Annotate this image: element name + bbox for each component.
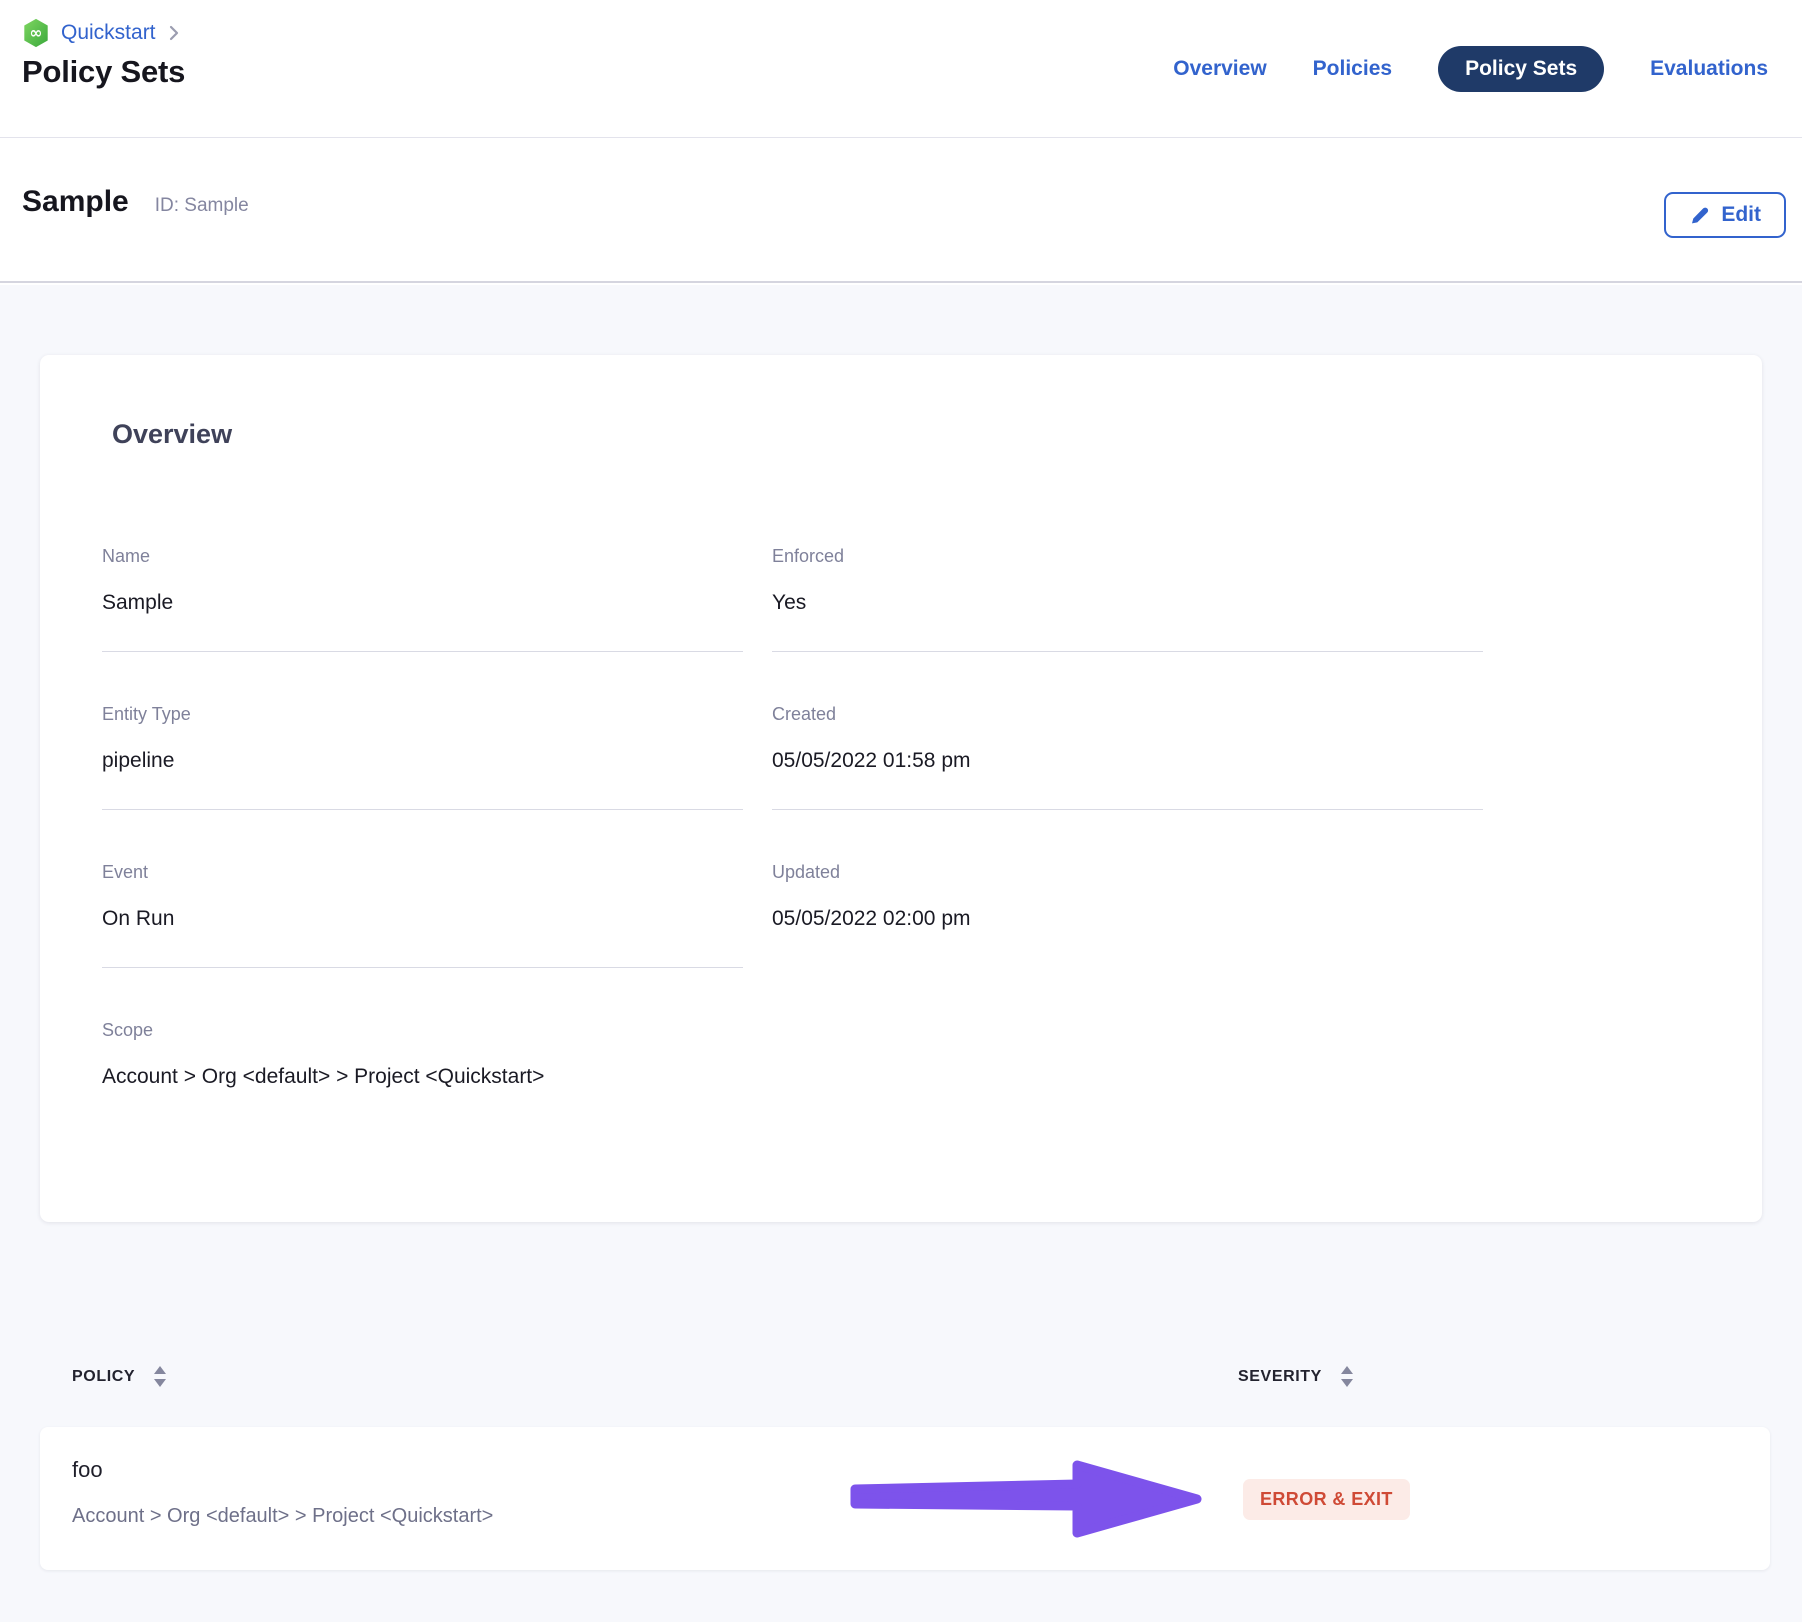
tab-overview[interactable]: Overview	[1173, 57, 1267, 80]
column-policy-label: POLICY	[72, 1367, 136, 1385]
column-header-severity[interactable]: SEVERITY	[1238, 1365, 1354, 1388]
edit-button-label: Edit	[1721, 203, 1761, 226]
field-event-label: Event	[102, 862, 149, 882]
overview-fields: Name Sample Enforced Yes Entity Type pip…	[102, 546, 1762, 1177]
policy-table-row[interactable]: foo Account > Org <default> > Project <Q…	[40, 1427, 1770, 1570]
field-scope: Scope Account > Org <default> > Project …	[102, 1020, 743, 1125]
field-event-value: On Run	[102, 907, 175, 930]
sort-icon	[153, 1365, 167, 1388]
policy-set-name: Sample	[22, 185, 129, 218]
field-created: Created 05/05/2022 01:58 pm	[772, 704, 1483, 810]
field-enforced: Enforced Yes	[772, 546, 1483, 652]
top-nav: Overview Policies Policy Sets Evaluation…	[1173, 0, 1768, 138]
policy-set-id: ID: Sample	[154, 195, 249, 216]
page-title: Policy Sets	[22, 54, 186, 89]
field-updated-value: 05/05/2022 02:00 pm	[772, 907, 971, 930]
field-scope-label: Scope	[102, 1020, 154, 1040]
overview-card: Overview Name Sample Enforced Yes Entity…	[40, 355, 1762, 1222]
field-updated-label: Updated	[772, 862, 841, 882]
policy-scope: Account > Org <default> > Project <Quick…	[72, 1505, 494, 1527]
field-scope-value: Account > Org <default> > Project <Quick…	[102, 1065, 545, 1088]
policies-table-header: POLICY SEVERITY	[0, 1365, 1802, 1393]
field-event: Event On Run	[102, 862, 743, 968]
tab-evaluations[interactable]: Evaluations	[1650, 57, 1768, 80]
breadcrumb: ∞ Quickstart	[22, 18, 179, 48]
pipeline-hexagon-icon: ∞	[22, 18, 50, 48]
sort-icon	[1340, 1365, 1354, 1388]
field-entity-type-value: pipeline	[102, 749, 175, 772]
policy-name: foo	[72, 1457, 103, 1482]
severity-badge: ERROR & EXIT	[1243, 1479, 1410, 1520]
pencil-icon	[1689, 205, 1710, 226]
top-header: ∞ Quickstart Policy Sets Overview Polici…	[0, 0, 1802, 138]
field-enforced-value: Yes	[772, 591, 807, 614]
svg-text:∞: ∞	[30, 24, 43, 42]
edit-button[interactable]: Edit	[1664, 192, 1786, 238]
column-severity-label: SEVERITY	[1238, 1367, 1322, 1385]
column-header-policy[interactable]: POLICY	[72, 1365, 167, 1388]
overview-heading: Overview	[112, 419, 233, 449]
field-created-value: 05/05/2022 01:58 pm	[772, 749, 971, 772]
breadcrumb-chevron-icon	[169, 25, 179, 41]
annotation-arrow-icon	[850, 1460, 1202, 1538]
field-entity-type: Entity Type pipeline	[102, 704, 743, 810]
main-content: Overview Name Sample Enforced Yes Entity…	[0, 285, 1802, 1622]
field-name-label: Name	[102, 546, 151, 566]
field-name-value: Sample	[102, 591, 174, 614]
tab-policy-sets[interactable]: Policy Sets	[1438, 46, 1605, 92]
field-enforced-label: Enforced	[772, 546, 845, 566]
field-created-label: Created	[772, 704, 837, 724]
policy-set-header: Sample ID: Sample Edit	[0, 139, 1802, 283]
field-updated: Updated 05/05/2022 02:00 pm	[772, 862, 1483, 968]
tab-policies[interactable]: Policies	[1312, 57, 1393, 80]
field-spacer	[772, 1020, 1483, 1125]
field-entity-type-label: Entity Type	[102, 704, 191, 724]
breadcrumb-project-link[interactable]: Quickstart	[61, 21, 156, 44]
field-name: Name Sample	[102, 546, 743, 652]
